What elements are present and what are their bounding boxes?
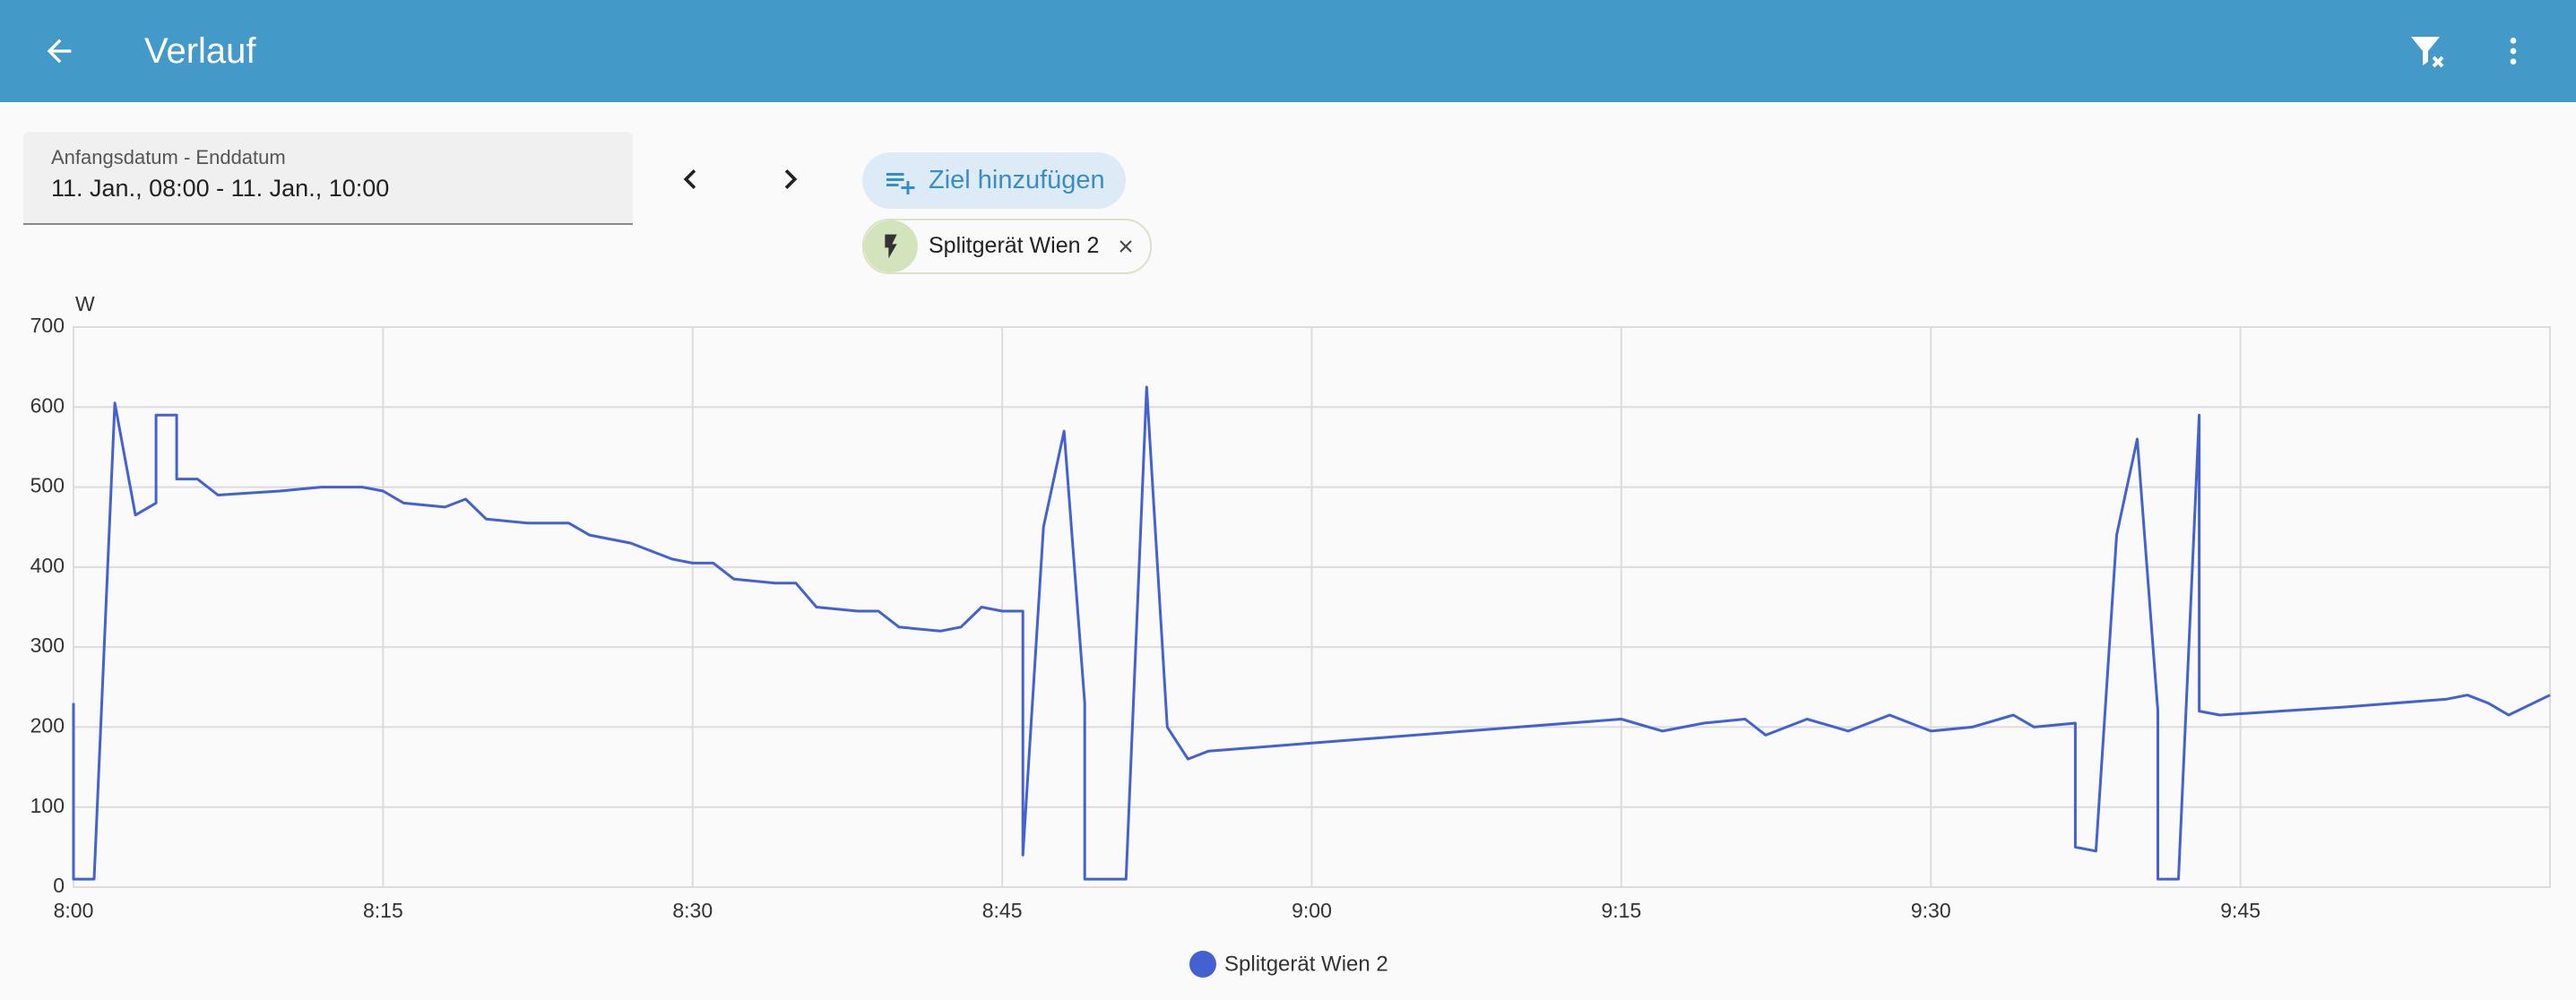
chart: W 0 100 200 300 400 500 600 700 8:00 8:15 8:30 8:45 9… <box>30 292 2551 978</box>
x-tick-label: 8:30 <box>672 899 713 922</box>
x-tick-label: 8:00 <box>54 899 94 922</box>
y-tick-label: 200 <box>30 714 65 737</box>
field-value: 11. Jan., 08:00 - 11. Jan., 10:00 <box>51 175 390 202</box>
legend-swatch <box>1189 951 1216 978</box>
y-tick-label: 500 <box>30 474 65 497</box>
x-tick-label: 8:15 <box>363 899 403 922</box>
previous-button[interactable] <box>670 159 710 199</box>
page-title: Verlauf <box>144 31 256 71</box>
app-bar: Verlauf <box>0 0 2576 102</box>
remove-chip-button[interactable] <box>1115 236 1137 257</box>
y-tick-label: 100 <box>30 794 65 817</box>
next-button[interactable] <box>771 159 810 199</box>
date-range-field[interactable]: Anfangsdatum - Enddatum 11. Jan., 08:00 … <box>23 132 633 225</box>
y-tick-label: 0 <box>53 874 65 897</box>
y-tick-label: 300 <box>30 634 65 657</box>
y-axis-label: W <box>75 292 95 315</box>
flash-icon <box>885 234 897 259</box>
button-label: Ziel hinzufügen <box>929 166 1105 194</box>
y-tick-label: 700 <box>30 314 65 337</box>
x-tick-label: 9:00 <box>1292 899 1332 922</box>
target-chip: Splitgerät Wien 2 <box>862 219 1152 274</box>
data-line <box>72 385 2551 881</box>
y-tick-label: 400 <box>30 554 65 577</box>
menu-button[interactable] <box>2495 33 2531 69</box>
add-target-button[interactable]: Ziel hinzufügen <box>862 152 1126 209</box>
chip-label: Splitgerät Wien 2 <box>929 233 1100 258</box>
clear-filter-button[interactable] <box>2406 30 2449 73</box>
back-button[interactable] <box>41 33 77 69</box>
legend-label: Splitgerät Wien 2 <box>1224 952 1388 976</box>
chip-icon <box>864 220 918 272</box>
plot-border <box>73 326 2551 888</box>
x-tick-label: 8:45 <box>982 899 1023 922</box>
field-label: Anfangsdatum - Enddatum <box>51 146 286 168</box>
x-tick-label: 9:45 <box>2220 899 2260 922</box>
y-tick-label: 600 <box>30 393 65 417</box>
add-icon <box>886 173 915 194</box>
x-tick-label: 9:15 <box>1601 899 1641 922</box>
x-tick-label: 9:30 <box>1911 899 1951 922</box>
